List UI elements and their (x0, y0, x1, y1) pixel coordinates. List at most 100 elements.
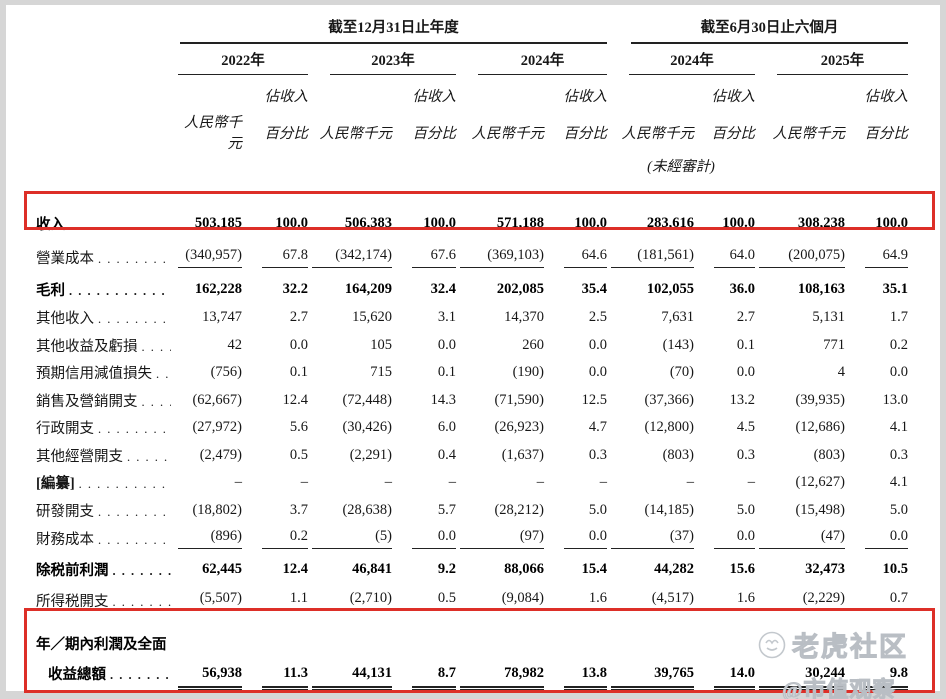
cell-value: 9.8 (845, 624, 908, 699)
cell-value: 4.5 (736, 419, 755, 436)
year-2022: 2022年 (174, 45, 308, 79)
cell-value: 260 (522, 336, 544, 353)
percent-header: 百分比 (711, 125, 756, 142)
cell-value: 64.6 (544, 240, 607, 274)
year-2023: 2023年 (308, 45, 456, 79)
row-label: 預期信用減值損失 (36, 359, 174, 387)
cell-value: 5.6 (289, 419, 308, 436)
row-label: 銷售及營銷開支 (36, 387, 174, 415)
cell-value: 78,982 (456, 624, 544, 699)
cell-value: 715 (370, 364, 392, 381)
cell-value: 0.5 (289, 446, 308, 463)
cell-value: 5.7 (437, 501, 456, 518)
cell-value: 2.5 (588, 309, 607, 326)
table-row: 其他收益及虧損 42 0.0 105 0.0 260 0.0 (143) 0.1 771 0.2 (36, 332, 908, 360)
table-row: 年／期內利潤及全面收益總額56,93811.344,1318.778,98213… (36, 624, 908, 699)
cell-value: 283,616 (646, 214, 694, 231)
cell-value: 30,244 (755, 624, 845, 699)
table-body: 收入 503,185 100.0 506,383 100.0 571,188 100.0 28… (36, 206, 908, 699)
unit-header-row: 人民幣千元 百分比 人民幣千元 百分比 人民幣千元 百分比 人民幣千元 百分比 人民幣千… (36, 111, 908, 153)
cell-value: (14,185) (644, 501, 694, 518)
period-group-title: 截至6月30日止六個月 (631, 16, 908, 44)
document-page: 截至12月31日止年度 截至6月30日止六個月 2022年 2023年 2024… (6, 5, 940, 699)
cell-value: (37) (607, 524, 694, 553)
pct-of-revenue-header: 佔收入 (264, 88, 309, 105)
cell-value: 36.0 (729, 280, 755, 297)
cell-value: 67.6 (392, 240, 456, 274)
cell-value: – (686, 474, 694, 491)
table-row: 其他收入 13,747 2.7 15,620 3.1 14,370 2.5 7,631 2.7 5… (36, 304, 908, 332)
cell-value: 9.2 (437, 561, 456, 577)
cell-value: 88,066 (504, 561, 544, 577)
cell-value: (1,637) (501, 446, 544, 463)
cell-value: 13.2 (729, 391, 755, 408)
row-label: 行政開支 (36, 414, 174, 442)
cell-value: (2,291) (349, 446, 392, 463)
cell-value: 1.7 (889, 309, 908, 326)
table-row: 預期信用減值損失 (756) 0.1 715 0.1 (190) 0.0 (70) 0.0 4 0.… (36, 359, 908, 387)
cell-value: 0.3 (588, 446, 607, 463)
cell-value: – (536, 474, 544, 491)
rmb-thousand-header: 人民幣千元 (319, 125, 393, 142)
row-label: 收入 (36, 206, 174, 240)
unaudited-note-row: (未經審計) (36, 153, 908, 178)
cell-value: 162,228 (194, 280, 242, 297)
cell-value: 3.1 (437, 309, 456, 326)
cell-value: (143) (662, 336, 694, 353)
row-label: 其他經營開支 (36, 442, 174, 470)
cell-value: 46,841 (352, 561, 392, 577)
cell-value: 62,445 (202, 561, 242, 577)
cell-value: 1.6 (544, 586, 607, 614)
cell-value: – (384, 474, 392, 491)
cell-value: 44,282 (654, 561, 694, 577)
cell-value: (18,802) (192, 501, 242, 518)
pct-of-revenue-header: 佔收入 (864, 88, 909, 105)
table-row: 除税前利潤 62,445 12.4 46,841 9.2 88,066 15.4 44,282… (36, 553, 908, 586)
cell-value: (2,229) (755, 586, 845, 614)
cell-value: – (448, 474, 456, 491)
cell-value: (2,479) (199, 446, 242, 463)
row-label: 研發開支 (36, 497, 174, 525)
table-row: 毛利 162,228 32.2 164,209 32.4 202,085 35.4 102,0… (36, 274, 908, 304)
table-row: 財務成本(896)0.2(5)0.0(97)0.0(37)0.0(47)0.0 (36, 524, 908, 553)
cell-value: (190) (512, 364, 544, 381)
cell-value: 67.8 (242, 240, 308, 274)
empty-cell (36, 111, 174, 153)
cell-value: 0.0 (289, 336, 308, 353)
cell-value: (62,667) (192, 391, 242, 408)
cell-value: 4.1 (889, 474, 908, 491)
cell-value: 4 (837, 364, 845, 381)
year-header-row: 2022年 2023年 2024年 2024年 2025年 (36, 45, 908, 79)
cell-value: 100.0 (875, 214, 908, 231)
year-2024: 2024年 (456, 45, 607, 79)
cell-value: 571,188 (496, 214, 544, 231)
cell-value: 0.0 (588, 336, 607, 353)
cell-value: 15.6 (729, 561, 755, 577)
cell-value: 0.0 (392, 524, 456, 553)
cell-value: 56,938 (174, 624, 242, 699)
cell-value: 100.0 (275, 214, 308, 231)
table-row: 收入 503,185 100.0 506,383 100.0 571,188 100.0 28… (36, 206, 908, 240)
rmb-thousand-header: 人民幣千元 (621, 125, 695, 142)
row-label: 所得税開支 (36, 586, 174, 614)
cell-value: (71,590) (494, 391, 544, 408)
cell-value: 506,383 (344, 214, 392, 231)
cell-value: (5,507) (174, 586, 242, 614)
year-2024-interim: 2024年 (607, 45, 755, 79)
spacer-row (36, 178, 908, 206)
cell-value: 0.1 (289, 364, 308, 381)
period-group-annual: 截至12月31日止年度 (174, 15, 607, 45)
rmb-thousand-header: 人民幣千元 (471, 125, 545, 142)
cell-value: 108,163 (797, 280, 845, 297)
cell-value: 12.5 (581, 391, 607, 408)
cell-value: – (599, 474, 607, 491)
cell-value: 0.1 (437, 364, 456, 381)
cell-value: (896) (174, 524, 242, 553)
cell-value: (181,561) (607, 240, 694, 274)
cell-value: – (747, 474, 755, 491)
table-row: 其他經營開支 (2,479) 0.5 (2,291) 0.4 (1,637) 0.3 (803… (36, 442, 908, 470)
pct-header-row-1: 佔收入 佔收入 佔收入 佔收入 佔收入 (36, 79, 909, 111)
row-label: 毛利 (36, 274, 174, 304)
cell-value: 14.3 (430, 391, 456, 408)
